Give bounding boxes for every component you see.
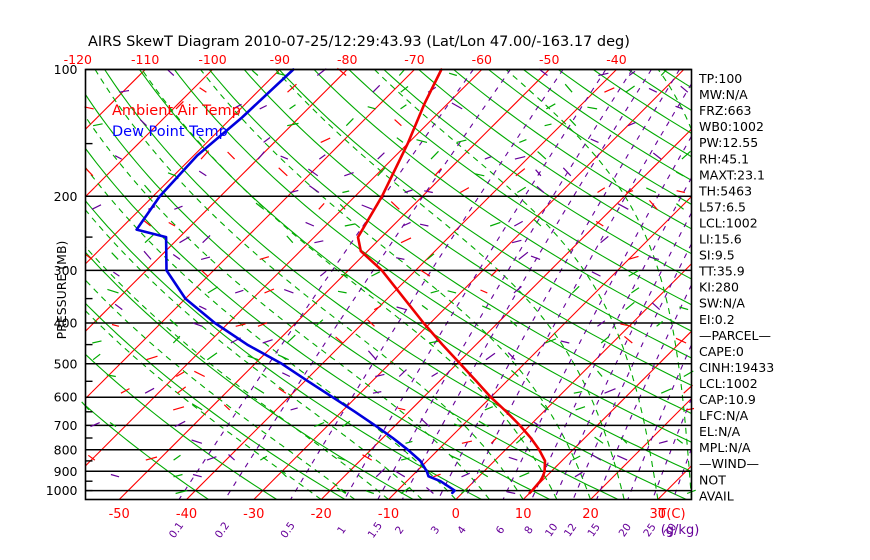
parameter-item: MW:N/A xyxy=(699,87,748,102)
parameter-item: LFC:N/A xyxy=(699,408,749,423)
pressure-tick-label: 700 xyxy=(54,418,78,433)
pressure-tick-label: 900 xyxy=(54,464,78,479)
bottom-temperature-tick-label: 10 xyxy=(515,507,532,522)
mixing-ratio-axis-title: (g/kg) xyxy=(661,523,700,538)
top-temperature-tick-label: -90 xyxy=(270,52,290,67)
parameter-item: LI:15.6 xyxy=(699,232,742,247)
parameter-item: CINH:19433 xyxy=(699,360,774,375)
pressure-tick-label: 400 xyxy=(54,316,78,331)
parameter-list: TP:100MW:N/AFRZ:663WB0:1002PW:12.55RH:45… xyxy=(698,71,774,503)
bottom-temperature-tick-label: -30 xyxy=(243,507,264,522)
bottom-temperature-tick-label: 30 xyxy=(650,507,667,522)
top-temperature-tick-label: -50 xyxy=(539,52,559,67)
parameter-item: TP:100 xyxy=(698,71,742,86)
chart-title: AIRS SkewT Diagram 2010-07-25/12:29:43.9… xyxy=(88,34,630,50)
parameter-item: CAP:10.9 xyxy=(699,392,756,407)
parameter-item: MAXT:23.1 xyxy=(699,167,765,182)
parameter-item: TH:5463 xyxy=(698,183,752,198)
bottom-temperature-tick-label: 0 xyxy=(452,507,460,522)
bottom-temperature-tick-label: -10 xyxy=(378,507,399,522)
parameter-item: KI:280 xyxy=(699,280,739,295)
top-temperature-tick-label: -70 xyxy=(404,52,424,67)
pressure-tick-label: 1000 xyxy=(46,483,78,498)
parameter-item: —WIND— xyxy=(699,456,759,471)
parameter-item: LCL:1002 xyxy=(699,216,758,231)
top-temperature-tick-label: -80 xyxy=(337,52,357,67)
pressure-tick-label: 500 xyxy=(54,356,78,371)
pressure-tick-label: 200 xyxy=(54,189,78,204)
bottom-temperature-tick-label: -20 xyxy=(311,507,332,522)
pressure-tickmarks xyxy=(85,142,93,492)
pressure-axis-labels: 100 200 300 400 500 600 700 800 900 1000 xyxy=(46,62,78,498)
wind-barb-ticks xyxy=(81,67,696,495)
parameter-item: —PARCEL— xyxy=(699,328,771,343)
pressure-tick-label: 300 xyxy=(54,263,78,278)
temperature-axis-title: T(C) xyxy=(657,507,685,522)
parameter-item: L57:6.5 xyxy=(699,199,746,214)
parameter-item: EL:N/A xyxy=(699,424,741,439)
parameter-item: LCL:1002 xyxy=(699,376,758,391)
pressure-tick-label: 100 xyxy=(54,62,78,77)
legend-ambient-air-temp: Ambient Air Temp xyxy=(112,103,241,119)
bottom-temperature-tick-label: -50 xyxy=(109,507,130,522)
parameter-item: AVAIL xyxy=(699,488,734,503)
parameter-item: PW:12.55 xyxy=(699,135,758,150)
pressure-tick-label: 600 xyxy=(54,390,78,405)
parameter-item: FRZ:663 xyxy=(699,103,752,118)
bottom-temperature-axis: -50 -40 -30 -20 -10 0 10 20 30 xyxy=(109,507,666,522)
plot-frame xyxy=(84,68,693,501)
parameter-item: NOT xyxy=(699,472,726,487)
top-temperature-axis: -120 -110 -100 -90 -80 -70 -60 -50 -40 xyxy=(64,52,627,67)
parameter-item: SW:N/A xyxy=(699,296,745,311)
top-temperature-tick-label: -60 xyxy=(472,52,492,67)
ambient-temperature-profile xyxy=(356,68,547,495)
top-temperature-tick-label: -110 xyxy=(131,52,159,67)
top-temperature-tick-label: -120 xyxy=(64,52,92,67)
top-temperature-tick-label: -40 xyxy=(606,52,626,67)
parameter-item: TT:35.9 xyxy=(698,264,745,279)
parameter-item: WB0:1002 xyxy=(699,119,764,134)
parameter-item: CAPE:0 xyxy=(699,344,744,359)
parameter-item: SI:9.5 xyxy=(699,248,735,263)
bottom-temperature-tick-label: 20 xyxy=(582,507,599,522)
parameter-item: EI:0.2 xyxy=(699,312,735,327)
legend-dew-point-temp: Dew Point Temp xyxy=(112,124,228,140)
parameter-item: RH:45.1 xyxy=(699,151,749,166)
pressure-tick-label: 800 xyxy=(54,442,78,457)
top-temperature-tick-label: -100 xyxy=(198,52,226,67)
parameter-item: MPL:N/A xyxy=(699,440,751,455)
pressure-axis-title: PRESSURE (MB) xyxy=(54,241,69,340)
bottom-temperature-tick-label: -40 xyxy=(176,507,197,522)
dew-point-profile xyxy=(135,68,456,495)
